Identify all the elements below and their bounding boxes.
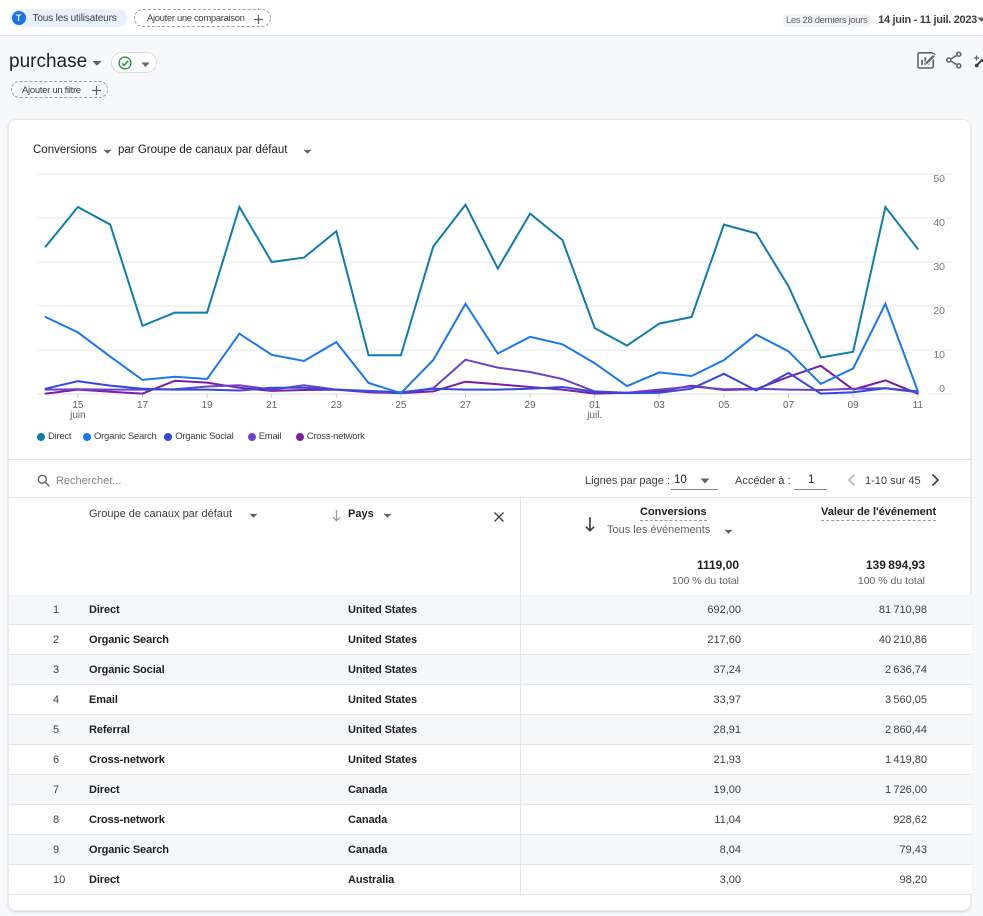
svg-text:25: 25 (395, 400, 407, 411)
svg-text:40: 40 (933, 217, 945, 229)
svg-text:20: 20 (933, 305, 945, 317)
svg-text:29: 29 (525, 400, 537, 411)
svg-text:10: 10 (933, 349, 945, 361)
svg-text:07: 07 (783, 400, 795, 411)
svg-text:15: 15 (72, 400, 84, 411)
svg-text:juil.: juil. (586, 410, 602, 421)
svg-text:17: 17 (137, 400, 149, 411)
svg-text:27: 27 (460, 400, 472, 411)
svg-text:05: 05 (718, 400, 730, 411)
svg-text:03: 03 (654, 400, 666, 411)
svg-text:50: 50 (933, 173, 945, 185)
svg-text:21: 21 (266, 400, 278, 411)
svg-text:01: 01 (589, 400, 601, 411)
svg-text:juin: juin (69, 410, 86, 421)
svg-text:19: 19 (202, 400, 214, 411)
svg-text:09: 09 (848, 400, 860, 411)
svg-text:23: 23 (331, 400, 343, 411)
svg-text:30: 30 (933, 261, 945, 273)
svg-text:0: 0 (939, 383, 945, 395)
svg-text:11: 11 (913, 400, 924, 411)
